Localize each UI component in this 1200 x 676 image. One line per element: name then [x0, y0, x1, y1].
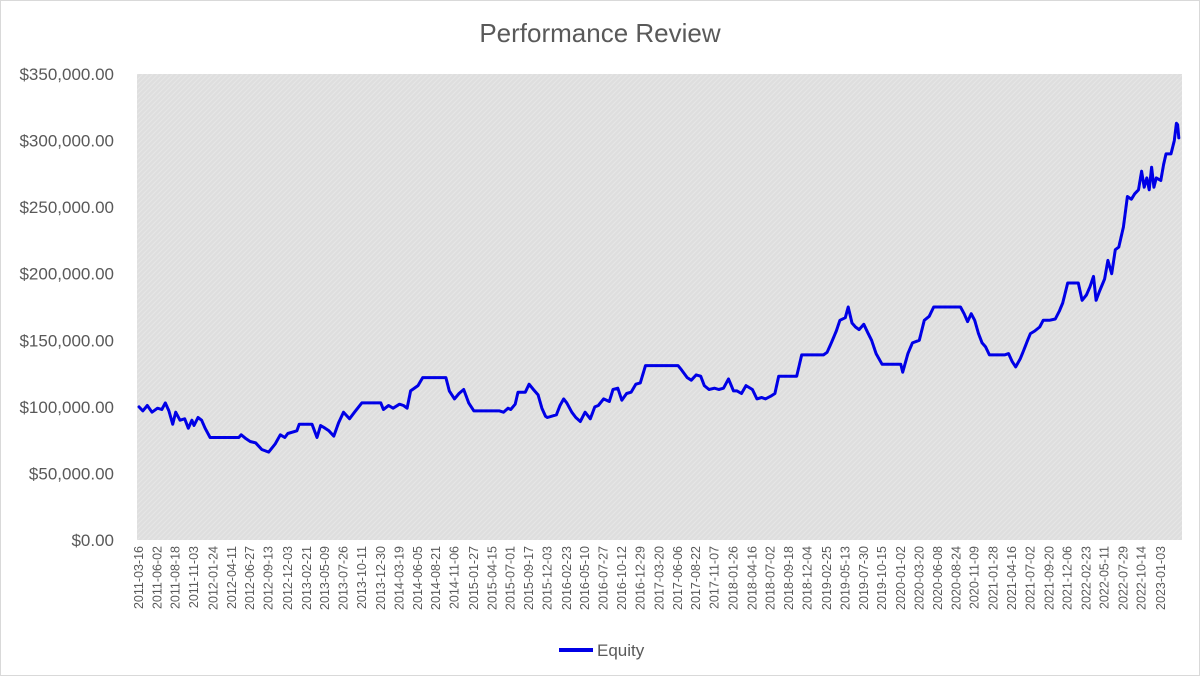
x-tick-label: 2014-03-19 [392, 546, 406, 610]
x-tick-label: 2013-10-11 [355, 546, 369, 609]
y-tick-label: $200,000.00 [19, 265, 114, 284]
x-tick-label: 2021-04-16 [1005, 546, 1019, 610]
x-tick-label: 2022-05-11 [1098, 546, 1112, 609]
x-tick-label: 2019-02-25 [820, 546, 834, 610]
x-tick-label: 2023-01-03 [1154, 546, 1168, 610]
x-tick-label: 2018-04-16 [745, 546, 759, 610]
x-tick-label: 2017-06-06 [671, 546, 685, 610]
x-tick-label: 2018-09-18 [782, 546, 796, 610]
x-tick-label: 2016-07-27 [597, 546, 611, 610]
y-tick-label: $50,000.00 [29, 464, 114, 483]
x-tick-label: 2015-04-15 [485, 546, 499, 610]
x-tick-label: 2021-07-02 [1023, 546, 1037, 610]
plot-area [137, 74, 1182, 540]
x-tick-label: 2020-06-08 [931, 546, 945, 610]
x-tick-label: 2016-02-23 [560, 546, 574, 610]
x-tick-label: 2014-11-06 [447, 546, 461, 609]
x-axis: 2011-03-16 2011-06-02 2011-08-18 2011-11-03… [132, 546, 1168, 610]
x-tick-label: 2015-09-17 [522, 546, 536, 610]
y-axis: $0.00 $50,000.00 $100,000.00 $150,000.00 $20… [19, 65, 114, 550]
x-tick-label: 2020-11-09 [968, 546, 982, 609]
y-tick-label: $100,000.00 [19, 398, 114, 417]
x-tick-label: 2015-01-27 [467, 546, 481, 610]
x-tick-label: 2018-12-04 [800, 546, 814, 610]
x-tick-label: 2013-12-30 [374, 546, 388, 610]
x-tick-label: 2012-12-03 [281, 546, 295, 610]
x-tick-label: 2020-03-20 [912, 546, 926, 610]
x-tick-label: 2011-11-03 [187, 546, 201, 608]
x-tick-label: 2017-03-20 [653, 546, 667, 610]
x-tick-label: 2019-05-13 [838, 546, 852, 610]
x-tick-label: 2015-12-03 [540, 546, 554, 610]
x-tick-label: 2011-06-02 [150, 546, 164, 609]
y-tick-label: $0.00 [71, 531, 114, 550]
x-tick-label: 2012-01-24 [206, 546, 220, 610]
x-tick-label: 2022-07-29 [1116, 546, 1130, 610]
x-tick-label: 2012-09-13 [262, 546, 276, 610]
x-tick-label: 2021-01-28 [987, 546, 1001, 610]
x-tick-label: 2019-07-30 [857, 546, 871, 610]
x-tick-label: 2022-02-23 [1079, 546, 1093, 610]
x-tick-label: 2021-09-20 [1042, 546, 1056, 610]
legend-label-equity: Equity [597, 641, 645, 660]
series-line-equity [137, 121, 1181, 454]
x-tick-label: 2016-05-10 [578, 546, 592, 610]
x-tick-label: 2016-12-29 [633, 546, 647, 610]
chart-title: Performance Review [479, 18, 721, 48]
x-tick-label: 2014-06-05 [411, 546, 425, 610]
x-tick-label: 2013-05-09 [318, 546, 332, 610]
x-tick-label: 2018-01-26 [726, 546, 740, 610]
x-tick-label: 2017-11-07 [707, 546, 721, 609]
y-tick-label: $150,000.00 [19, 331, 114, 350]
x-tick-label: 2017-08-22 [689, 546, 703, 610]
x-tick-label: 2022-10-14 [1135, 546, 1149, 610]
x-tick-label: 2015-07-01 [504, 546, 518, 610]
x-tick-label: 2011-08-18 [169, 546, 183, 609]
x-tick-label: 2013-07-26 [337, 546, 351, 610]
x-tick-label: 2020-08-24 [949, 546, 963, 610]
x-tick-label: 2011-03-16 [132, 546, 146, 609]
x-tick-label: 2020-01-02 [894, 546, 908, 610]
y-tick-label: $300,000.00 [19, 132, 114, 151]
y-tick-label: $250,000.00 [19, 198, 114, 217]
x-tick-label: 2012-06-27 [243, 546, 257, 610]
x-tick-label: 2019-10-15 [875, 546, 889, 610]
series-layer [137, 121, 1181, 454]
y-tick-label: $350,000.00 [19, 65, 114, 84]
x-tick-label: 2012-04-11 [225, 546, 239, 609]
x-tick-label: 2021-12-06 [1061, 546, 1075, 610]
x-tick-label: 2013-02-21 [300, 546, 314, 610]
x-tick-label: 2018-07-02 [764, 546, 778, 610]
x-tick-label: 2016-10-12 [615, 546, 629, 610]
x-tick-label: 2014-08-21 [429, 546, 443, 610]
legend: Equity [559, 641, 645, 660]
